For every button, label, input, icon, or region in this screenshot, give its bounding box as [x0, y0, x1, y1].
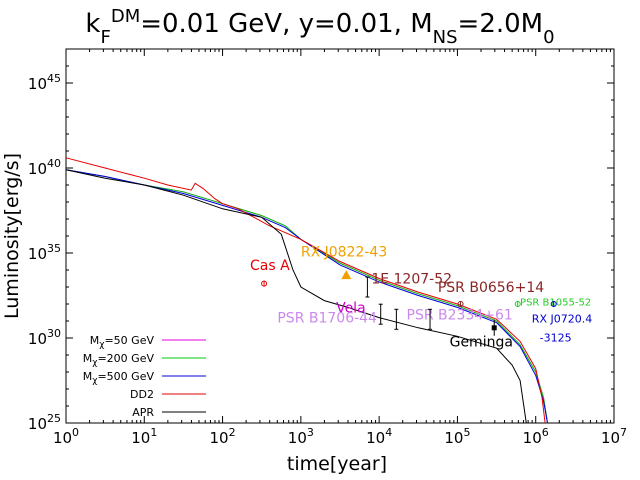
x-tick-label: 100 — [53, 426, 79, 447]
series-line-dd2 — [65, 157, 546, 424]
data-point-marker — [341, 270, 352, 280]
legend-label: DD2 — [130, 388, 154, 401]
annotation-label: Cas A — [250, 258, 290, 274]
annotation-label: RX J0822-43 — [301, 244, 387, 260]
x-tick-label: 107 — [601, 426, 627, 447]
annotation-label: -3125 — [540, 331, 572, 344]
plot-frame — [65, 48, 615, 424]
legend-label: Mχ=200 GeV — [83, 352, 155, 368]
chart-title: kFDM=0.01 GeV, y=0.01, MNS=2.0M0 — [85, 6, 554, 48]
title-sup-dm: DM — [111, 6, 140, 27]
series-lines — [65, 157, 548, 424]
annotation-label: Geminga — [450, 335, 513, 351]
legend-label: APR — [132, 406, 154, 419]
legend-label: Mχ=50 GeV — [90, 334, 155, 350]
x-axis-label: time[year] — [287, 453, 387, 475]
x-tick-labels: 100 101 102 103 104 105 106 107 — [53, 426, 627, 447]
title-sub-0: 0 — [543, 27, 554, 48]
series-line-m-chi-200-gev — [65, 169, 548, 424]
title-mid: =0.01 GeV, y=0.01, M — [140, 9, 432, 39]
series-line-m-chi-50-gev — [65, 169, 548, 424]
x-tick-label: 105 — [444, 426, 470, 447]
x-tick-label: 102 — [210, 426, 236, 447]
title-sub-f: F — [100, 27, 110, 48]
y-tick-label: 1025 — [28, 412, 61, 433]
annotation-label: PSR B1706-44 — [277, 311, 377, 327]
y-tick-labels: 1025 1030 1035 1040 1045 — [28, 72, 61, 433]
y-tick-label: 1035 — [28, 242, 61, 263]
y-tick-label: 1040 — [28, 157, 61, 178]
title-base: k — [85, 9, 100, 39]
y-axis-label: Luminosity[erg/s] — [1, 153, 23, 319]
x-tick-label: 104 — [366, 426, 392, 447]
legend: Mχ=50 GeV Mχ=200 GeV Mχ=500 GeV DD2 APR — [83, 334, 206, 419]
series-line-m-chi-500-gev — [65, 169, 548, 424]
annotation-label: RX J0720.4 — [532, 313, 592, 326]
legend-label: Mχ=500 GeV — [83, 370, 155, 386]
y-tick-label: 1045 — [28, 72, 61, 93]
title-sub-ns: NS — [433, 27, 458, 48]
annotation-label: PSR B2334+61 — [407, 307, 513, 323]
annotation-label: Vela — [336, 301, 366, 317]
title-end: =2.0M — [458, 9, 544, 39]
x-tick-label: 101 — [131, 426, 157, 447]
annotation-label: 1E 1207-52 — [371, 272, 452, 288]
x-tick-label: 103 — [288, 426, 314, 447]
series-line-apr — [65, 169, 527, 424]
annotation-label: PSR B0656+14 — [438, 280, 544, 296]
x-tick-label: 106 — [523, 426, 549, 447]
axis-ticks — [65, 48, 615, 424]
y-tick-label: 1030 — [28, 327, 61, 348]
